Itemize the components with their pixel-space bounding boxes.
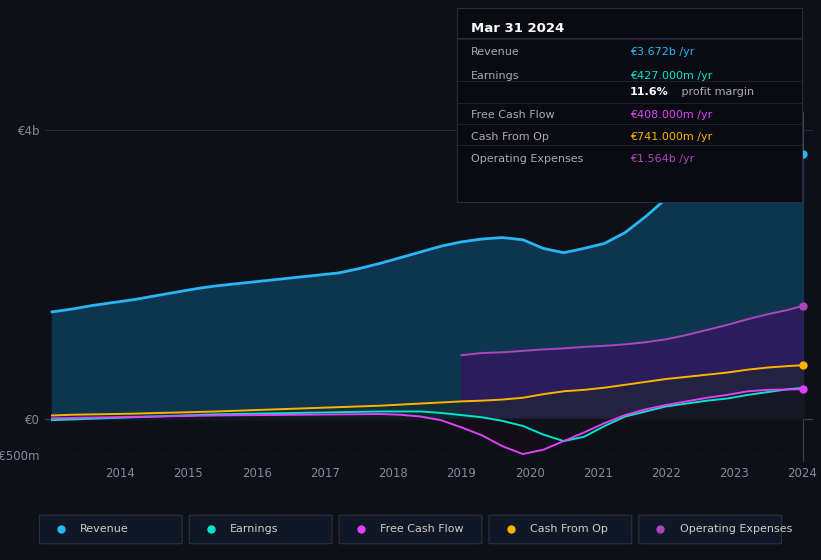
Text: €1.564b /yr: €1.564b /yr	[630, 154, 694, 164]
Text: Revenue: Revenue	[471, 47, 520, 57]
Text: Revenue: Revenue	[80, 525, 129, 534]
Text: Free Cash Flow: Free Cash Flow	[471, 110, 555, 120]
FancyBboxPatch shape	[489, 515, 631, 544]
FancyBboxPatch shape	[339, 515, 482, 544]
Text: €3.672b /yr: €3.672b /yr	[630, 47, 694, 57]
FancyBboxPatch shape	[639, 515, 782, 544]
Text: Earnings: Earnings	[230, 525, 278, 534]
Text: Free Cash Flow: Free Cash Flow	[380, 525, 464, 534]
Text: Operating Expenses: Operating Expenses	[680, 525, 792, 534]
Text: Cash From Op: Cash From Op	[471, 132, 549, 142]
Text: Earnings: Earnings	[471, 71, 520, 81]
FancyBboxPatch shape	[39, 515, 182, 544]
Text: €427.000m /yr: €427.000m /yr	[630, 71, 712, 81]
FancyBboxPatch shape	[190, 515, 332, 544]
Text: €741.000m /yr: €741.000m /yr	[630, 132, 712, 142]
Text: Cash From Op: Cash From Op	[530, 525, 608, 534]
Text: profit margin: profit margin	[678, 87, 754, 97]
Text: 11.6%: 11.6%	[630, 87, 668, 97]
Text: Mar 31 2024: Mar 31 2024	[471, 22, 564, 35]
Text: Operating Expenses: Operating Expenses	[471, 154, 584, 164]
Text: €408.000m /yr: €408.000m /yr	[630, 110, 712, 120]
